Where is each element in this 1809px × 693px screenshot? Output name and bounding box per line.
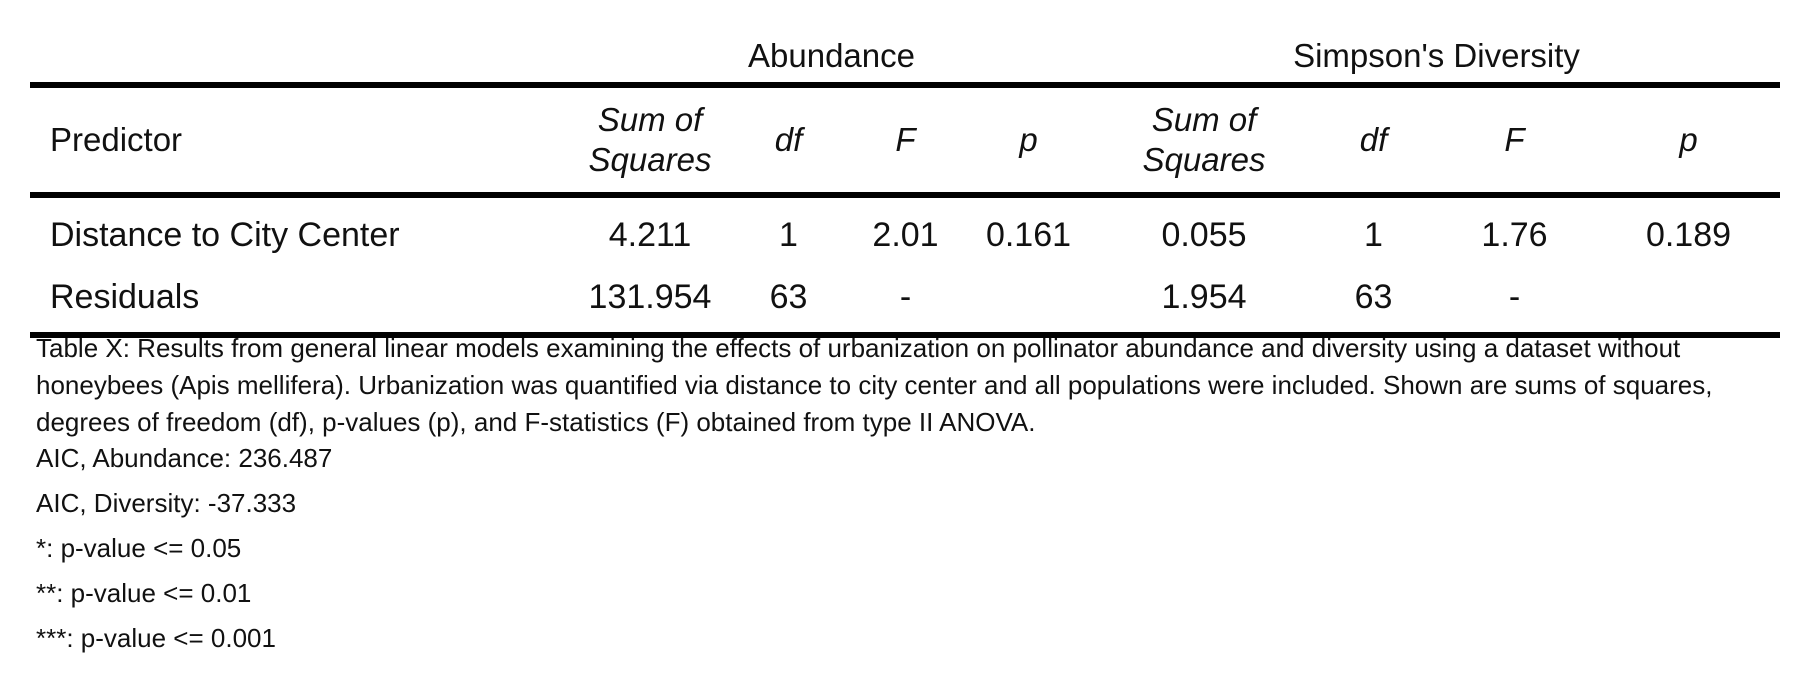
- row-predictor: Residuals: [50, 278, 200, 316]
- group-header-abundance: Abundance: [748, 37, 915, 74]
- table-row: Distance to City Center 4.211 1 2.01 0.1…: [30, 204, 1780, 266]
- bottom-rule: [30, 332, 1780, 338]
- header-diversity-p: p: [1679, 121, 1698, 158]
- table-row: Residuals 131.954 63 - 1.954 63 -: [30, 266, 1780, 328]
- row-abundance-sum-of-squares: 131.954: [588, 278, 712, 316]
- header-abundance-sum-of-squares: Sum of Squares: [588, 101, 712, 178]
- header-abundance-df: df: [774, 121, 803, 158]
- header-predictor: Predictor: [50, 121, 183, 158]
- column-header-row: Predictor Sum of Squares df F p Sum of S…: [30, 88, 1780, 192]
- note-aic-abundance: AIC, Abundance: 236.487: [36, 443, 333, 473]
- header-diversity-sum-of-squares: Sum of Squares: [1142, 101, 1266, 178]
- row-predictor: Distance to City Center: [50, 216, 400, 254]
- table-caption: Table X: Results from general linear mod…: [36, 333, 1713, 437]
- group-header-row: Abundance Simpson's Diversity: [30, 30, 1780, 82]
- row-diversity-df: 1: [1364, 216, 1383, 254]
- note-significance-1: *: p-value <= 0.05: [36, 533, 242, 563]
- row-abundance-f: 2.01: [872, 216, 939, 254]
- top-rule: [30, 82, 1780, 88]
- header-diversity-df: df: [1359, 121, 1388, 158]
- row-diversity-sum-of-squares: 0.055: [1161, 216, 1247, 254]
- row-abundance-sum-of-squares: 4.211: [608, 216, 692, 254]
- group-header-diversity: Simpson's Diversity: [1293, 37, 1580, 74]
- anova-table: Abundance Simpson's Diversity Predictor …: [30, 30, 1780, 338]
- row-diversity-sum-of-squares: 1.954: [1161, 278, 1247, 316]
- note-significance-3: ***: p-value <= 0.001: [36, 623, 276, 653]
- row-diversity-f: 1.76: [1481, 216, 1548, 254]
- header-abundance-f: F: [895, 121, 916, 158]
- note-significance-2: **: p-value <= 0.01: [36, 578, 252, 608]
- row-diversity-f: -: [1508, 278, 1521, 316]
- row-abundance-df: 63: [769, 278, 808, 316]
- row-diversity-df: 63: [1354, 278, 1393, 316]
- note-aic-diversity: AIC, Diversity: -37.333: [36, 488, 297, 518]
- header-abundance-p: p: [1019, 121, 1038, 158]
- row-abundance-f: -: [899, 278, 912, 316]
- header-diversity-f: F: [1504, 121, 1525, 158]
- row-diversity-p: 0.189: [1645, 216, 1732, 254]
- header-rule: [30, 192, 1780, 198]
- row-abundance-p: 0.161: [985, 216, 1072, 254]
- row-abundance-df: 1: [779, 216, 798, 254]
